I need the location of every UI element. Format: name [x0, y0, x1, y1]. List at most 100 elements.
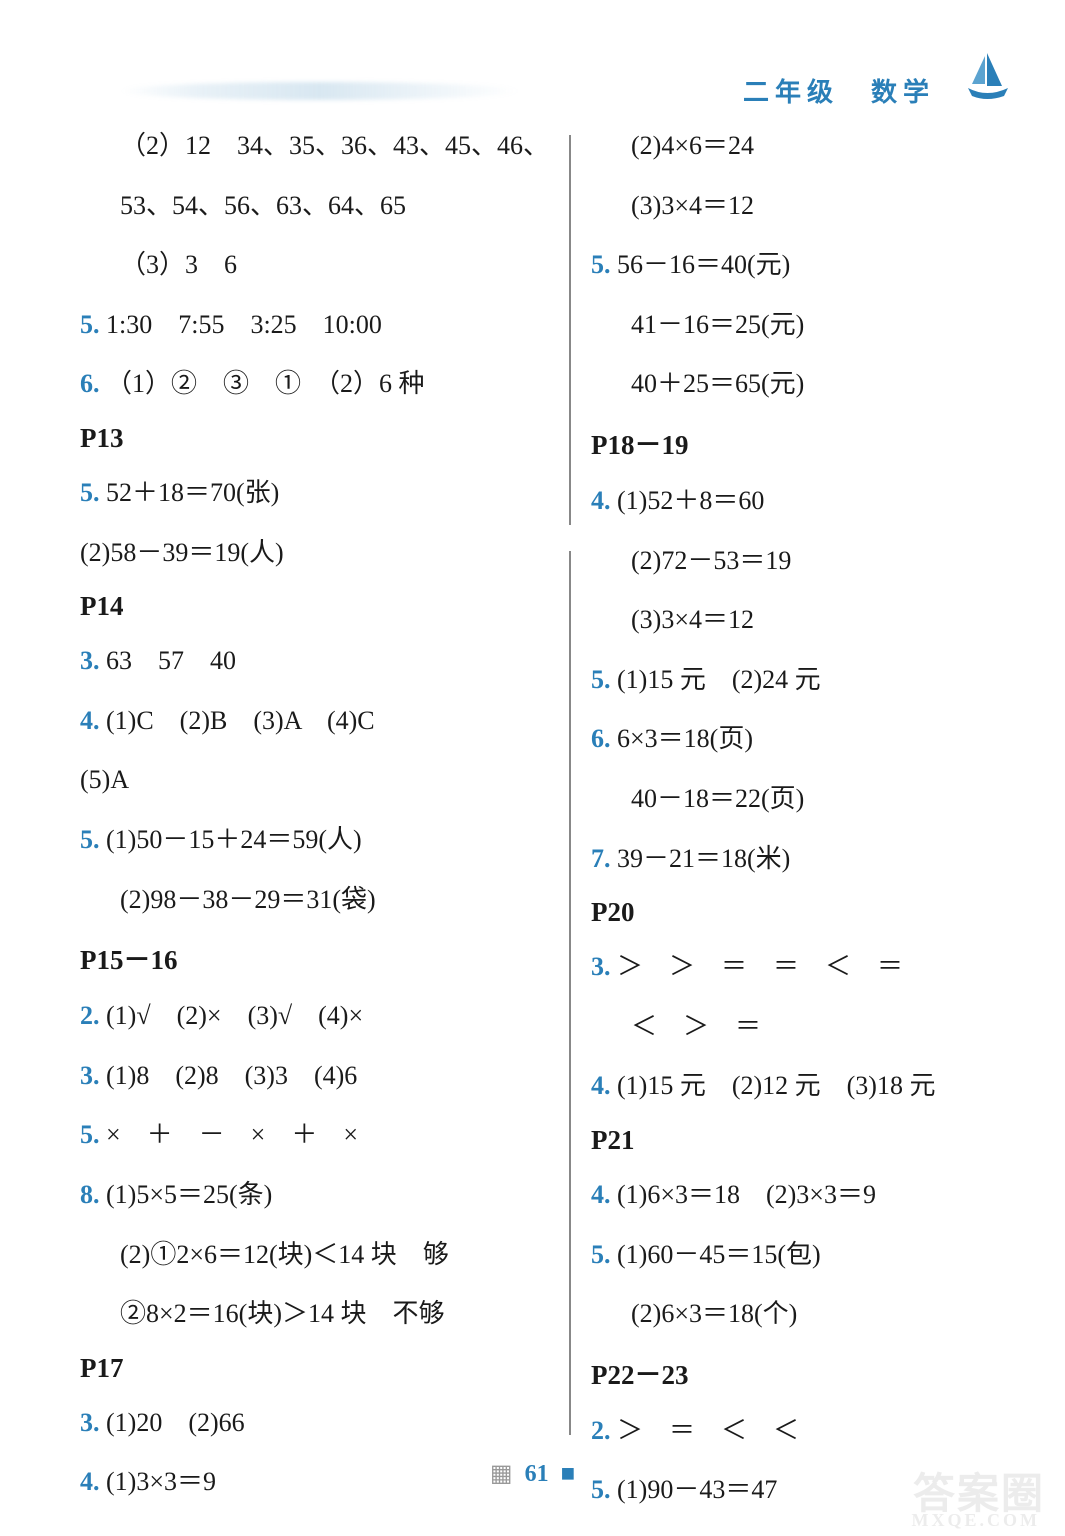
answer-text: (1)√ (2)× (3)√ (4)×: [100, 1001, 364, 1030]
question-number: 5.: [80, 1120, 100, 1149]
answer-line: （2）12 34、35、36、43、45、46、: [80, 125, 549, 167]
answer-text: (3)3×4＝12: [631, 191, 754, 220]
header-decoration: [120, 82, 520, 100]
answer-line: 2. ＞ ＝ ＜ ＜: [591, 1410, 985, 1452]
answer-line: （3）3 6: [80, 244, 549, 286]
answer-line: 5. (1)50－15＋24＝59(人): [80, 819, 549, 861]
answer-line: (3)3×4＝12: [591, 185, 985, 227]
question-number: 4.: [80, 706, 100, 735]
answer-text: (1)20 (2)66: [100, 1408, 245, 1437]
section-header: P15－16: [80, 938, 549, 977]
answer-line: 53、54、56、63、64、65: [80, 185, 549, 227]
section-header: P20: [591, 897, 985, 928]
answer-line: ②8×2＝16(块)＞14 块 不够: [80, 1293, 549, 1335]
answer-line: (2)58－39＝19(人): [80, 532, 549, 574]
watermark-sub: MXQE.COM: [912, 1510, 1040, 1531]
answer-line: 5. 56－16＝40(元): [591, 244, 985, 286]
sailboat-icon: [960, 48, 1015, 103]
left-column: （2）12 34、35、36、43、45、46、 53、54、56、63、64、6…: [60, 125, 569, 1445]
answer-text: （2）12 34、35、36、43、45、46、: [120, 131, 549, 160]
page-footer: ▦ 61 ■: [0, 1459, 1065, 1488]
section-header: P18－19: [591, 423, 985, 462]
answer-text: (1)8 (2)8 (3)3 (4)6: [100, 1061, 358, 1090]
section-header: P13: [80, 423, 549, 454]
answer-text: (2)58－39＝19(人): [80, 538, 284, 567]
answer-line: 3. ＞ ＞ ＝ ＝ ＜ ＝: [591, 946, 985, 988]
answer-text: 56－16＝40(元): [611, 250, 791, 279]
answer-text: 40－18＝22(页): [631, 784, 804, 813]
answer-line: 40＋25＝65(元): [591, 363, 985, 405]
answer-line: 5. 52＋18＝70(张): [80, 472, 549, 514]
question-number: 3.: [80, 646, 100, 675]
question-number: 5.: [591, 250, 611, 279]
question-number: 4.: [591, 486, 611, 515]
question-number: 8.: [80, 1180, 100, 1209]
answer-text: 63 57 40: [100, 646, 237, 675]
page-number: 61: [525, 1461, 549, 1487]
answer-text: (3)3×4＝12: [631, 605, 754, 634]
grade-subject-title: 二年级 数学: [743, 72, 935, 109]
answer-text: ＞ ＝ ＜ ＜: [611, 1416, 800, 1445]
question-number: 4.: [591, 1071, 611, 1100]
question-number: 5.: [80, 310, 100, 339]
answer-line: 4. (1)6×3＝18 (2)3×3＝9: [591, 1174, 985, 1216]
answer-text: (1)50－15＋24＝59(人): [100, 825, 362, 854]
section-header: P22－23: [591, 1353, 985, 1392]
answer-line: 3. (1)8 (2)8 (3)3 (4)6: [80, 1055, 549, 1097]
answer-text: (1)5×5＝25(条): [100, 1180, 273, 1209]
answer-line: 5. 1:30 7:55 3:25 10:00: [80, 304, 549, 346]
answer-line: 4. (1)52＋8＝60: [591, 480, 985, 522]
question-number: 5.: [591, 1240, 611, 1269]
answer-line: 40－18＝22(页): [591, 778, 985, 820]
answer-text: （1）② ③ ① （2）6 种: [100, 369, 425, 398]
answer-text: (1)C (2)B (3)A (4)C: [100, 706, 375, 735]
answer-line: (2)72－53＝19: [591, 540, 985, 582]
answer-line: ＜ ＞ ＝: [591, 1006, 985, 1048]
question-number: 2.: [591, 1416, 611, 1445]
answer-text: 40＋25＝65(元): [631, 369, 804, 398]
question-number: 7.: [591, 844, 611, 873]
content-area: （2）12 34、35、36、43、45、46、 53、54、56、63、64、6…: [0, 105, 1065, 1445]
answer-text: (2)6×3＝18(个): [631, 1299, 797, 1328]
question-number: 4.: [591, 1180, 611, 1209]
question-number: 5.: [80, 825, 100, 854]
question-number: 3.: [591, 952, 611, 981]
section-header: P17: [80, 1353, 549, 1384]
answer-text: (2)72－53＝19: [631, 546, 791, 575]
answer-line: 8. (1)5×5＝25(条): [80, 1174, 549, 1216]
answer-text: (2)①2×6＝12(块)＜14 块 够: [120, 1240, 449, 1269]
answer-line: 6. （1）② ③ ① （2）6 种: [80, 363, 549, 405]
answer-line: 41－16＝25(元): [591, 304, 985, 346]
footer-square-left: ▦: [490, 1461, 513, 1487]
answer-text: (1)6×3＝18 (2)3×3＝9: [611, 1180, 876, 1209]
answer-line: 3. 63 57 40: [80, 640, 549, 682]
answer-text: (1)15 元 (2)24 元: [611, 665, 821, 694]
answer-text: 39－21＝18(米): [611, 844, 791, 873]
answer-line: 7. 39－21＝18(米): [591, 838, 985, 880]
footer-square-right: ■: [561, 1461, 576, 1487]
answer-text: (5)A: [80, 765, 129, 794]
answer-text: (1)15 元 (2)12 元 (3)18 元: [611, 1071, 936, 1100]
answer-text: （3）3 6: [120, 250, 237, 279]
question-number: 3.: [80, 1061, 100, 1090]
answer-text: (2)4×6＝24: [631, 131, 754, 160]
section-header: P21: [591, 1125, 985, 1156]
question-number: 5.: [591, 665, 611, 694]
answer-line: 6. 6×3＝18(页): [591, 718, 985, 760]
answer-line: 3. (1)20 (2)66: [80, 1402, 549, 1444]
question-number: 2.: [80, 1001, 100, 1030]
answer-line: 2. (1)√ (2)× (3)√ (4)×: [80, 995, 549, 1037]
answer-text: (1)52＋8＝60: [611, 486, 765, 515]
answer-text: (1)60－45＝15(包): [611, 1240, 821, 1269]
section-header: P14: [80, 591, 549, 622]
question-number: 3.: [80, 1408, 100, 1437]
answer-line: (3)3×4＝12: [591, 599, 985, 641]
answer-line: 5. (1)60－45＝15(包): [591, 1234, 985, 1276]
answer-line: (2)4×6＝24: [591, 125, 985, 167]
answer-text: 52＋18＝70(张): [100, 478, 280, 507]
answer-text: ＞ ＞ ＝ ＝ ＜ ＝: [611, 952, 904, 981]
answer-line: 5. (1)15 元 (2)24 元: [591, 659, 985, 701]
answer-line: 5. × ＋ － × ＋ ×: [80, 1114, 549, 1156]
answer-text: ②8×2＝16(块)＞14 块 不够: [120, 1299, 444, 1328]
answer-line: (2)98－38－29＝31(袋): [80, 879, 549, 921]
